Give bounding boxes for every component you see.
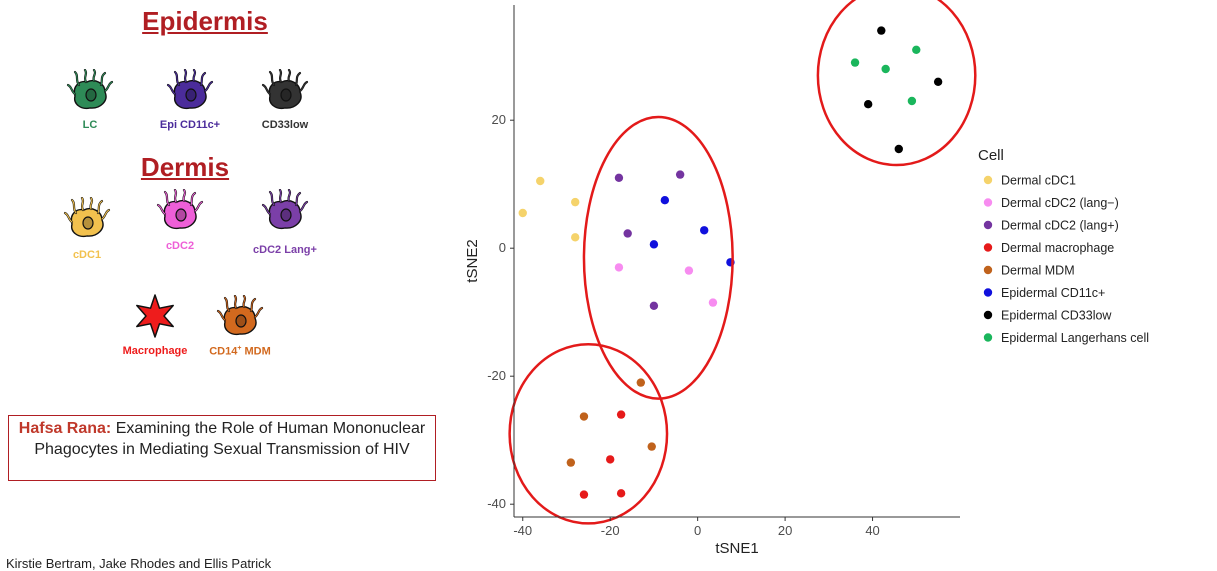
legend-entry: Dermal macrophage [1001, 241, 1114, 255]
project-caption: Hafsa Rana: Examining the Role of Human … [8, 415, 436, 481]
cell-label: cDC2 Lang+ [253, 244, 317, 256]
data-point [649, 301, 659, 310]
x-tick-label: -20 [601, 523, 620, 538]
cell-label: cDC2 [165, 240, 195, 252]
data-point [850, 58, 860, 67]
data-point [616, 489, 626, 498]
data-point [518, 208, 527, 218]
data-point [660, 196, 670, 205]
data-point [579, 490, 589, 499]
plot-area [508, 0, 977, 525]
data-point [605, 455, 615, 464]
data-point [907, 96, 917, 106]
y-tick-label: -40 [487, 496, 506, 511]
data-point [700, 226, 709, 235]
cluster-ellipse [582, 115, 734, 400]
cell-label: CD33low [261, 119, 309, 131]
legend-swatch [983, 220, 993, 230]
dendritic-cell-icon [66, 69, 114, 110]
y-tick-label: -20 [487, 368, 506, 383]
legend-swatch [983, 198, 993, 207]
legend-entry: Dermal MDM [1001, 264, 1075, 278]
macrophage-star-icon [136, 294, 174, 338]
cluster-ellipse [508, 342, 669, 525]
data-point [636, 378, 646, 387]
data-point [647, 442, 656, 451]
y-axis-title: tSNE2 [464, 239, 481, 282]
data-point [571, 233, 580, 242]
data-point [863, 100, 873, 109]
data-point [614, 173, 624, 182]
tsne-scatter-chart: -40 -20 0 20 40 -40 -20 0 20 tSNE1 tSNE2 Cell Derma… [464, 0, 1149, 557]
caption-title: Examining the Role of Human Mononuclear … [34, 420, 426, 458]
cell-label: cDC1 [72, 249, 102, 261]
dendritic-cell-icon [63, 197, 111, 238]
author-credit: Kirstie Bertram, Jake Rhodes and Ellis P… [6, 556, 272, 571]
x-axis-title: tSNE1 [715, 540, 758, 557]
x-tick-label: 40 [865, 523, 879, 538]
cell-label: LC [82, 119, 98, 131]
legend-entry: Dermal cDC1 [1001, 174, 1076, 188]
data-point [877, 26, 886, 35]
cell-type-illustration: Epidermis Dermis LC Epi CD11c+ CD33low c… [0, 0, 470, 567]
data-point [616, 410, 626, 419]
data-point [894, 144, 903, 154]
dermis-heading: Dermis [140, 152, 230, 182]
legend-swatch [983, 265, 993, 275]
data-point [675, 170, 685, 179]
legend-entry: Epidermal CD11c+ [1001, 286, 1105, 300]
data-point [614, 263, 624, 272]
y-tick-label: 0 [499, 240, 506, 255]
dendritic-cell-icon [166, 69, 214, 110]
caption-author: Hafsa Rana: [18, 420, 112, 437]
data-point [708, 298, 718, 307]
x-tick-label: 0 [694, 523, 701, 538]
legend: Cell Dermal cDC1 Dermal cDC2 (lang−) Dermal… [978, 147, 1149, 345]
data-point [566, 458, 576, 467]
y-tick-label: 20 [492, 112, 506, 127]
x-tick-label: 20 [778, 523, 792, 538]
data-point [881, 64, 890, 74]
data-point [536, 176, 545, 186]
legend-swatch [983, 243, 993, 252]
data-point [912, 45, 921, 54]
legend-entry: Dermal cDC2 (lang+) [1001, 219, 1119, 233]
x-tick-label: -40 [513, 523, 532, 538]
cell-label: Epi CD11c+ [159, 119, 221, 131]
epidermis-heading: Epidermis [142, 6, 268, 36]
legend-entry: Epidermal CD33low [1001, 309, 1112, 323]
legend-swatch [983, 288, 993, 297]
cluster-ellipse [816, 0, 977, 167]
legend-swatch [983, 310, 993, 320]
legend-entry: Epidermal Langerhans cell [1001, 331, 1149, 345]
data-point [623, 229, 632, 238]
legend-swatch [983, 333, 993, 342]
dendritic-cell-icon [261, 189, 309, 230]
cell-label: Macrophage [122, 345, 188, 357]
legend-swatch [983, 175, 993, 185]
data-point [684, 266, 694, 275]
data-point [649, 240, 659, 249]
data-point [571, 197, 580, 207]
dendritic-cell-icon [156, 189, 204, 230]
data-point [579, 412, 589, 421]
axes: -40 -20 0 20 40 -40 -20 0 20 tSNE1 tSNE2 [464, 5, 960, 557]
legend-entry: Dermal cDC2 (lang−) [1001, 196, 1119, 210]
data-point [933, 77, 943, 87]
dendritic-cell-icon [261, 69, 309, 110]
cell-label: CD14+ MDM [209, 345, 271, 358]
dendritic-cell-icon [216, 295, 264, 336]
legend-title: Cell [978, 147, 1004, 164]
